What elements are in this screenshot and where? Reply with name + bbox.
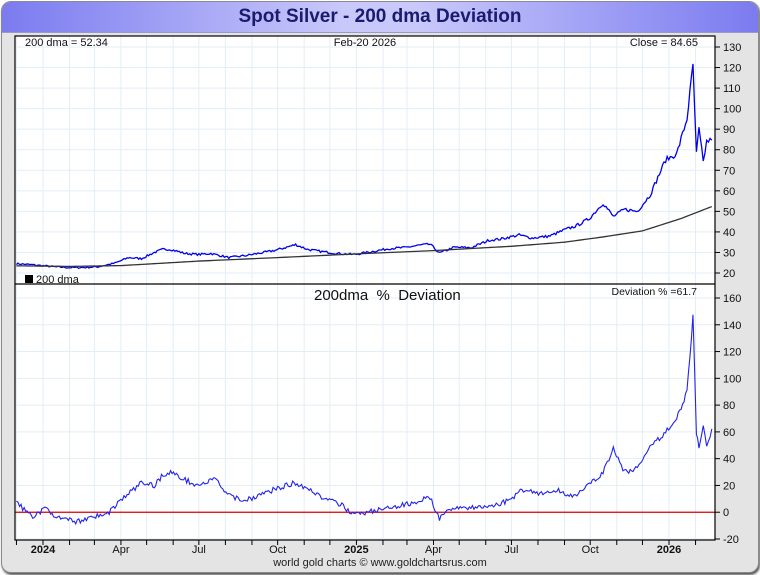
footer-credit: world gold charts © www.goldchartsrus.co…: [273, 557, 487, 569]
deviation-panel-title: 200dma % Deviation: [314, 287, 461, 304]
price-axis-tick-label: 120: [723, 63, 741, 75]
x-axis-tick-label: Jul: [504, 544, 518, 556]
price-series-line: [15, 63, 713, 269]
deviation-axis-tick-label: -20: [723, 534, 739, 546]
x-axis-tick-label: Jul: [192, 544, 206, 556]
axes: 20 30 40 50 60 70 80 90 100 110 120 130 -20 0 20 40 60 80…: [14, 35, 741, 556]
deviation-axis-tick-label: 140: [723, 320, 741, 332]
x-axis-tick-label: Oct: [269, 544, 286, 556]
price-axis-tick-label: 80: [723, 145, 735, 157]
date-label: Feb-20 2026: [334, 37, 396, 49]
legend-label-200dma: 200 dma: [36, 274, 80, 286]
price-axis-tick-label: 130: [723, 42, 741, 54]
deviation-axis-tick-label: 0: [723, 507, 729, 519]
title-bar: [2, 2, 758, 33]
x-axis-tick-label: Apr: [112, 544, 129, 556]
deviation-axis-tick-label: 20: [723, 480, 735, 492]
price-axis-tick-label: 40: [723, 227, 735, 239]
legend-marker-200dma: [25, 275, 33, 283]
price-axis-tick-label: 100: [723, 104, 741, 116]
chart-title: Spot Silver - 200 dma Deviation: [238, 6, 522, 27]
grid-lines: [15, 36, 715, 540]
price-axis-tick-label: 60: [723, 186, 735, 198]
dma-value-label: 200 dma = 52.34: [25, 37, 108, 49]
deviation-axis-tick-label: 80: [723, 400, 735, 412]
deviation-value-label: Deviation % =61.7: [611, 286, 697, 298]
plot-background: [15, 36, 715, 540]
price-axis-tick-label: 30: [723, 247, 735, 259]
deviation-axis-tick-label: 60: [723, 427, 735, 439]
deviation-axis-tick-label: 120: [723, 347, 741, 359]
price-axis-tick-label: 50: [723, 206, 735, 218]
price-axis-tick-label: 20: [723, 268, 735, 280]
close-value-label: Close = 84.65: [630, 37, 698, 49]
plot-frame: [14, 35, 716, 541]
x-axis-tick-label: 2025: [344, 544, 368, 556]
deviation-series-line: [16, 314, 713, 526]
price-axis-tick-label: 90: [723, 124, 735, 136]
price-axis-tick-label: 110: [723, 83, 741, 95]
deviation-axis-tick-label: 100: [723, 373, 741, 385]
x-axis-tick-label: Oct: [582, 544, 599, 556]
price-axis-tick-label: 70: [723, 165, 735, 177]
x-axis-tick-label: 2024: [31, 544, 56, 556]
deviation-axis-tick-label: 40: [723, 454, 735, 466]
deviation-axis-tick-label: 160: [723, 293, 741, 305]
dma-series-line: [16, 205, 713, 268]
x-axis-tick-label: Apr: [425, 544, 442, 556]
series-group: [15, 63, 713, 526]
x-axis-tick-label: 2026: [657, 544, 681, 556]
